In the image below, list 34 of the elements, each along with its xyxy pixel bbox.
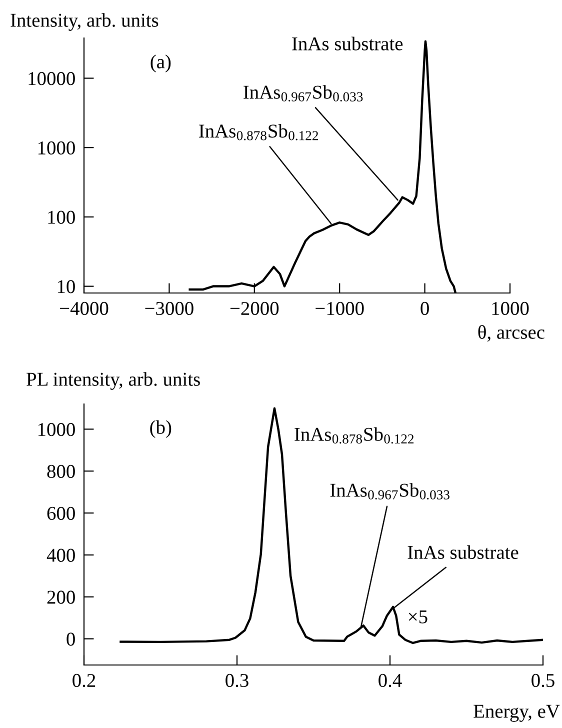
x-tick-label: 0.4 [378,674,402,688]
line-series [120,407,543,644]
x-tick-label: −3000 [145,302,194,316]
annotation: (b) [150,420,172,438]
y-tick-label: 10000 [28,72,75,86]
x-tick-label: 0 [420,302,429,316]
x-tick-label: −4000 [60,302,108,316]
x-tick-label: 0.3 [226,674,248,688]
x-tick-label: −1000 [316,302,364,316]
x-tick-label: −2000 [230,302,279,316]
x-tick-label: 0.5 [532,674,554,688]
annotation: (a) [150,54,171,72]
y-tick-label: 1000 [38,141,75,155]
x-axis-title: Energy, eV [474,704,560,722]
annotation: InAs$_{0.967}$Sb$_{0.033}$ [330,483,450,500]
y-tick-label: 0 [66,632,75,646]
y-tick-label: 1000 [38,422,75,436]
x-tick-label: 1000 [492,302,529,316]
y-axis-title: Intensity, arb. units [10,13,158,31]
x-tick-label: 0.2 [72,674,96,688]
y-axis-title: PL intensity, arb. units [26,372,200,390]
x-axis-title: θ, arcsec [478,325,544,342]
y-tick-label: 600 [47,506,75,520]
y-tick-label: 200 [47,590,75,604]
annotation: InAs$_{0.878}$Sb$_{0.122}$ [294,427,414,444]
annotation: InAs substrate [292,36,403,50]
annotation: ×5 [408,610,428,624]
y-tick-label: 800 [47,464,75,478]
annotation: InAs$_{0.967}$Sb$_{0.033}$ [244,85,363,102]
y-tick-label: 400 [46,548,75,562]
annotation: InAs substrate [408,545,518,559]
annotation: InAs$_{0.878}$Sb$_{0.122}$ [199,124,318,140]
y-tick-label: 10 [58,280,75,294]
y-tick-label: 100 [48,210,75,224]
